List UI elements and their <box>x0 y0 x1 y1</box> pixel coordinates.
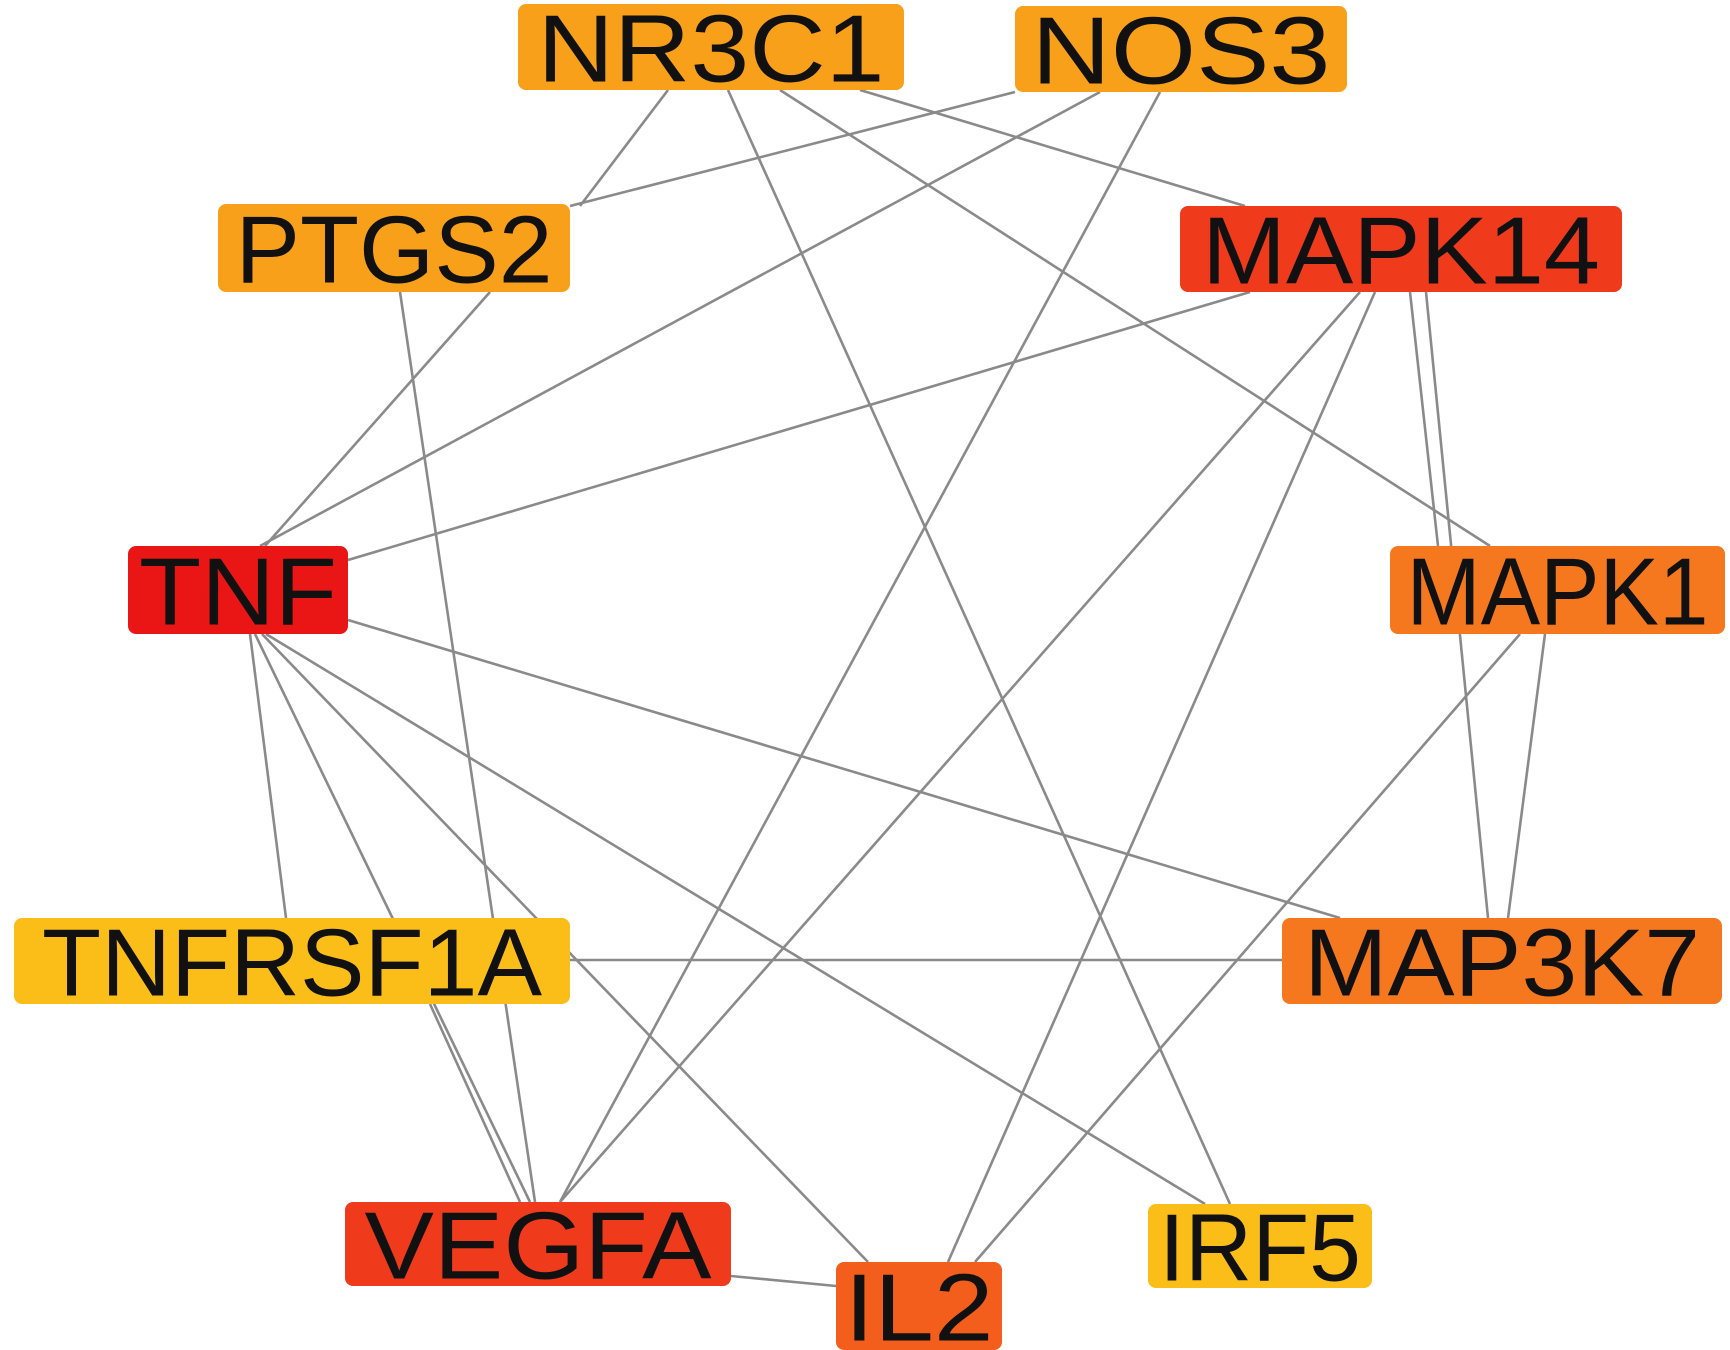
edge-mapk14-tnf <box>347 290 1251 562</box>
edge-tnf-irf5 <box>265 632 1206 1206</box>
node-box <box>14 918 570 1004</box>
edge-nr3c1-mapk14 <box>859 88 1246 208</box>
node-box <box>1282 918 1722 1004</box>
node-box <box>836 1262 1002 1350</box>
edge-mapk14-mapk1 <box>1408 291 1440 547</box>
node-label: TNF <box>139 539 337 646</box>
node-ptgs2: PTGS2 <box>218 197 570 304</box>
node-label: VEGFA <box>365 1193 712 1300</box>
node-box <box>518 4 904 90</box>
edge-mapk14-vegfa <box>559 291 1361 1203</box>
edge-ptgs2-tnf <box>264 291 491 547</box>
edge-mapk14-il2 <box>946 291 1377 1263</box>
node-il2: IL2 <box>836 1255 1002 1350</box>
node-layer: NR3C1 NOS3 PTGS2 MAPK14 TNF MAPK1 TNFRSF1A MAP3… <box>14 0 1725 1350</box>
node-box <box>345 1202 731 1286</box>
edge-tnf-map3k7 <box>347 618 1341 920</box>
node-mapk1: MAPK1 <box>1390 539 1725 646</box>
node-vegfa: VEGFA <box>345 1193 731 1300</box>
node-label: IL2 <box>845 1255 994 1350</box>
node-irf5: IRF5 <box>1148 1195 1372 1302</box>
node-nos3: NOS3 <box>1015 0 1347 105</box>
node-box <box>1390 546 1725 634</box>
node-box <box>1180 206 1622 292</box>
node-label: MAPK1 <box>1407 539 1709 646</box>
node-label: IRF5 <box>1159 1195 1361 1302</box>
node-label: NR3C1 <box>538 0 885 103</box>
edge-nos3-vegfa <box>558 91 1162 1203</box>
edge-nr3c1-mapk1 <box>779 88 1491 548</box>
edge-vegfa-il2 <box>730 1274 837 1288</box>
edge-mapk1-map3k7 <box>1506 633 1547 919</box>
node-label: NOS3 <box>1032 0 1331 105</box>
edge-tnfrsf1a-vegfa <box>428 1003 522 1203</box>
edge-nos3-ptgs2 <box>569 90 1016 208</box>
node-label: TNFRSF1A <box>42 910 542 1017</box>
node-tnfrsf1a: TNFRSF1A <box>14 910 570 1017</box>
node-map3k7: MAP3K7 <box>1282 910 1722 1017</box>
node-label: MAP3K7 <box>1304 910 1700 1017</box>
edge-tnf-tnfrsf1a <box>248 633 288 919</box>
node-tnf: TNF <box>128 539 348 646</box>
node-label: PTGS2 <box>236 197 553 304</box>
node-box <box>128 546 348 634</box>
edge-ptgs2-vegfa <box>398 291 537 1203</box>
node-mapk14: MAPK14 <box>1180 198 1622 305</box>
node-box <box>1148 1204 1372 1288</box>
node-box <box>1015 6 1347 92</box>
edge-nr3c1-tnf <box>578 89 670 207</box>
node-label: MAPK14 <box>1202 198 1600 305</box>
node-nr3c1: NR3C1 <box>518 0 904 103</box>
edge-nos3-tnf <box>259 90 1101 548</box>
edge-mapk1-il2 <box>974 633 1521 1263</box>
edge-nr3c1-irf5 <box>726 89 1232 1205</box>
node-box <box>218 204 570 292</box>
